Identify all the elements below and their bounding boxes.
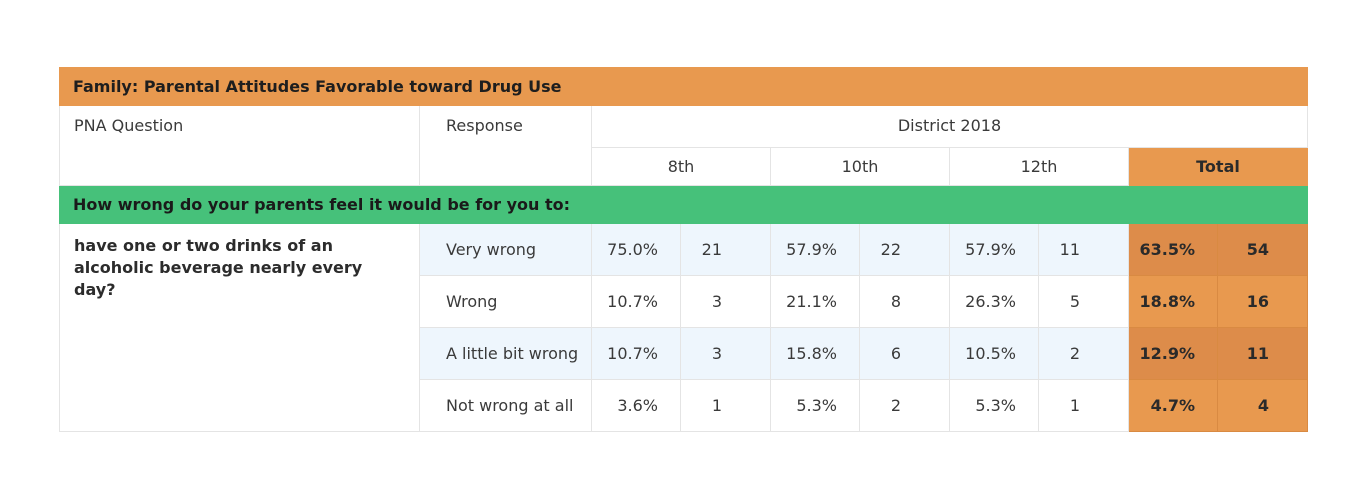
grade-8-count: 3 [680, 275, 771, 328]
total-count: 16 [1217, 275, 1308, 328]
grade-12-count: 11 [1038, 223, 1129, 276]
total-count: 11 [1217, 327, 1308, 380]
grade-10-percent: 21.1% [770, 275, 860, 328]
response-label: Wrong [419, 275, 592, 328]
response-label: Very wrong [419, 223, 592, 276]
header-row-2: 8th 10th 12th Total [60, 147, 1308, 186]
survey-table-container: Family: Parental Attitudes Favorable tow… [59, 67, 1308, 432]
header-district: District 2018 [591, 105, 1308, 148]
header-grade-8: 8th [591, 147, 771, 186]
grade-10-count: 8 [859, 275, 950, 328]
grade-8-count: 21 [680, 223, 771, 276]
total-percent: 4.7% [1128, 379, 1218, 432]
grade-12-percent: 5.3% [949, 379, 1039, 432]
header-grade-10: 10th [770, 147, 950, 186]
header-response: Response [419, 105, 592, 186]
grade-8-percent: 75.0% [591, 223, 681, 276]
header-pna-question: PNA Question [59, 105, 420, 186]
total-percent: 18.8% [1128, 275, 1218, 328]
table-row: have one or two drinks of an alcoholic b… [59, 223, 1308, 432]
total-percent: 12.9% [1128, 327, 1218, 380]
grade-8-percent: 10.7% [591, 275, 681, 328]
question-text: have one or two drinks of an alcoholic b… [59, 223, 420, 432]
grade-10-percent: 57.9% [770, 223, 860, 276]
grade-12-percent: 57.9% [949, 223, 1039, 276]
grade-8-count: 1 [680, 379, 771, 432]
grade-12-percent: 10.5% [949, 327, 1039, 380]
section-title: How wrong do your parents feel it would … [59, 185, 1308, 224]
header-row-1: PNA Question Response District 2018 [59, 105, 1308, 186]
response-label: A little bit wrong [419, 327, 592, 380]
grade-10-percent: 15.8% [770, 327, 860, 380]
total-percent: 63.5% [1128, 223, 1218, 276]
grade-8-percent: 3.6% [591, 379, 681, 432]
grade-12-count: 1 [1038, 379, 1129, 432]
header-grade-12: 12th [949, 147, 1129, 186]
total-count: 4 [1217, 379, 1308, 432]
survey-table: Family: Parental Attitudes Favorable tow… [59, 67, 1308, 432]
table-row: Not wrong at all 3.6% 1 5.3% 2 5.3% 1 4.… [60, 379, 1308, 432]
grade-8-percent: 10.7% [591, 327, 681, 380]
response-label: Not wrong at all [419, 379, 592, 432]
section-row: How wrong do your parents feel it would … [59, 185, 1308, 224]
grade-10-count: 22 [859, 223, 950, 276]
table-row: Wrong 10.7% 3 21.1% 8 26.3% 5 18.8% 16 [60, 275, 1308, 328]
table-title: Family: Parental Attitudes Favorable tow… [59, 67, 1308, 106]
grade-12-count: 5 [1038, 275, 1129, 328]
grade-12-percent: 26.3% [949, 275, 1039, 328]
grade-12-count: 2 [1038, 327, 1129, 380]
header-total: Total [1128, 147, 1308, 186]
title-row: Family: Parental Attitudes Favorable tow… [59, 67, 1308, 106]
grade-10-count: 6 [859, 327, 950, 380]
table-row: A little bit wrong 10.7% 3 15.8% 6 10.5%… [60, 327, 1308, 380]
grade-10-count: 2 [859, 379, 950, 432]
total-count: 54 [1217, 223, 1308, 276]
grade-8-count: 3 [680, 327, 771, 380]
grade-10-percent: 5.3% [770, 379, 860, 432]
